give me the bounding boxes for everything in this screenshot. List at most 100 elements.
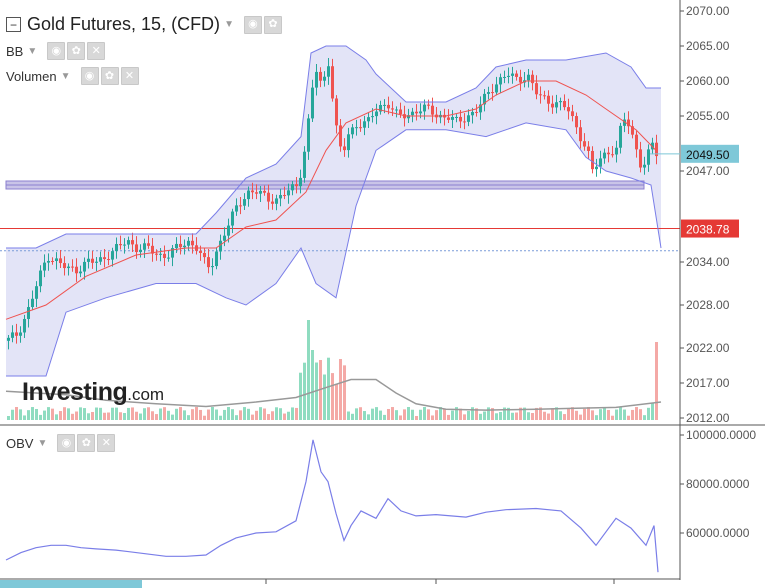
candle-body bbox=[415, 111, 418, 114]
candle-body bbox=[379, 105, 382, 112]
chevron-down-icon[interactable]: ▼ bbox=[37, 437, 48, 449]
volume-bar bbox=[211, 407, 214, 420]
candle-body bbox=[403, 114, 406, 119]
volume-bar bbox=[471, 407, 474, 420]
candle-body bbox=[567, 107, 570, 112]
chevron-down-icon[interactable]: ▼ bbox=[27, 45, 38, 57]
candle-body bbox=[419, 111, 422, 114]
candle-body bbox=[407, 115, 410, 119]
candle-body bbox=[359, 127, 362, 129]
gear-icon[interactable]: ✿ bbox=[263, 15, 282, 34]
candle-body bbox=[343, 146, 346, 151]
volume-bar bbox=[75, 411, 78, 420]
volume-bar bbox=[143, 408, 146, 420]
obv-tick-label: 80000.0000 bbox=[686, 477, 750, 491]
volume-bar bbox=[575, 410, 578, 420]
candle-body bbox=[587, 146, 590, 151]
candle-body bbox=[355, 127, 358, 129]
candle-body bbox=[615, 147, 618, 155]
candle-body bbox=[63, 263, 66, 269]
candle-body bbox=[175, 243, 178, 249]
volume-bar bbox=[439, 407, 442, 420]
volume-bar bbox=[215, 409, 218, 420]
volume-bar bbox=[367, 414, 370, 420]
volume-bar bbox=[271, 411, 274, 420]
volume-bar bbox=[391, 407, 394, 420]
candle-body bbox=[287, 190, 290, 196]
candle-body bbox=[563, 100, 566, 108]
volume-bar bbox=[639, 409, 642, 420]
volume-bar bbox=[607, 409, 610, 420]
volume-bar bbox=[519, 407, 522, 420]
candle-body bbox=[119, 244, 122, 246]
volume-bar bbox=[11, 409, 14, 420]
volume-bar bbox=[543, 411, 546, 420]
eye-icon[interactable]: ◉ bbox=[80, 67, 99, 85]
volume-bar bbox=[507, 407, 510, 420]
volume-bar bbox=[339, 359, 342, 420]
eye-icon[interactable]: ◉ bbox=[243, 15, 262, 34]
candle-body bbox=[31, 298, 34, 308]
volume-bar bbox=[79, 407, 82, 420]
candle-body bbox=[447, 117, 450, 120]
collapse-icon[interactable]: − bbox=[6, 17, 21, 32]
candle-body bbox=[15, 332, 18, 336]
volume-bar bbox=[623, 409, 626, 420]
close-icon[interactable]: ✕ bbox=[87, 42, 106, 60]
volume-bar bbox=[487, 407, 490, 420]
volume-bar bbox=[647, 407, 650, 420]
candle-body bbox=[151, 245, 154, 254]
volume-bar bbox=[191, 409, 194, 420]
volume-bar bbox=[159, 408, 162, 420]
candle-body bbox=[191, 240, 194, 246]
candle-body bbox=[647, 149, 650, 165]
gear-icon[interactable]: ✿ bbox=[67, 42, 86, 60]
candle-body bbox=[247, 190, 250, 200]
chevron-down-icon[interactable]: ▼ bbox=[224, 19, 234, 30]
volume-bar bbox=[571, 407, 574, 420]
candle-body bbox=[543, 95, 546, 97]
candle-body bbox=[539, 94, 542, 96]
candle-body bbox=[219, 240, 222, 252]
candle-body bbox=[547, 95, 550, 104]
volume-bar bbox=[231, 409, 234, 420]
candle-body bbox=[531, 74, 534, 84]
candle-body bbox=[111, 251, 114, 260]
candle-body bbox=[327, 66, 330, 77]
volume-bar bbox=[483, 411, 486, 420]
gear-icon[interactable]: ✿ bbox=[100, 67, 119, 85]
candle-body bbox=[103, 257, 106, 260]
volume-bar bbox=[63, 407, 66, 420]
candle-body bbox=[515, 73, 518, 77]
volume-bar bbox=[363, 411, 366, 420]
horizontal-scrollbar[interactable] bbox=[0, 580, 142, 588]
candle-body bbox=[619, 125, 622, 148]
close-icon[interactable]: ✕ bbox=[97, 434, 116, 452]
eye-icon[interactable]: ◉ bbox=[57, 434, 76, 452]
candle-body bbox=[331, 66, 334, 99]
volume-bar bbox=[131, 407, 134, 420]
close-icon[interactable]: ✕ bbox=[120, 67, 139, 85]
volume-bar bbox=[415, 415, 418, 420]
eye-icon[interactable]: ◉ bbox=[47, 42, 66, 60]
price-tick-label: 2047.00 bbox=[686, 164, 730, 178]
current-price-marker bbox=[681, 144, 739, 163]
candle-body bbox=[315, 71, 318, 88]
candle-body bbox=[139, 249, 142, 253]
candle-body bbox=[427, 104, 430, 106]
chevron-down-icon[interactable]: ▼ bbox=[60, 70, 71, 82]
gear-icon[interactable]: ✿ bbox=[77, 434, 96, 452]
volume-bar bbox=[591, 410, 594, 420]
volume-bar bbox=[47, 407, 50, 420]
candle-body bbox=[411, 111, 414, 116]
volume-bar bbox=[395, 410, 398, 420]
candle-body bbox=[127, 240, 130, 245]
volume-bar bbox=[27, 410, 30, 420]
price-tick-label: 2070.00 bbox=[686, 4, 730, 18]
candle-body bbox=[155, 253, 158, 255]
volume-bar bbox=[31, 407, 34, 420]
volume-bar bbox=[163, 407, 166, 420]
price-tick-label: 2060.00 bbox=[686, 74, 730, 88]
candle-body bbox=[215, 251, 218, 267]
